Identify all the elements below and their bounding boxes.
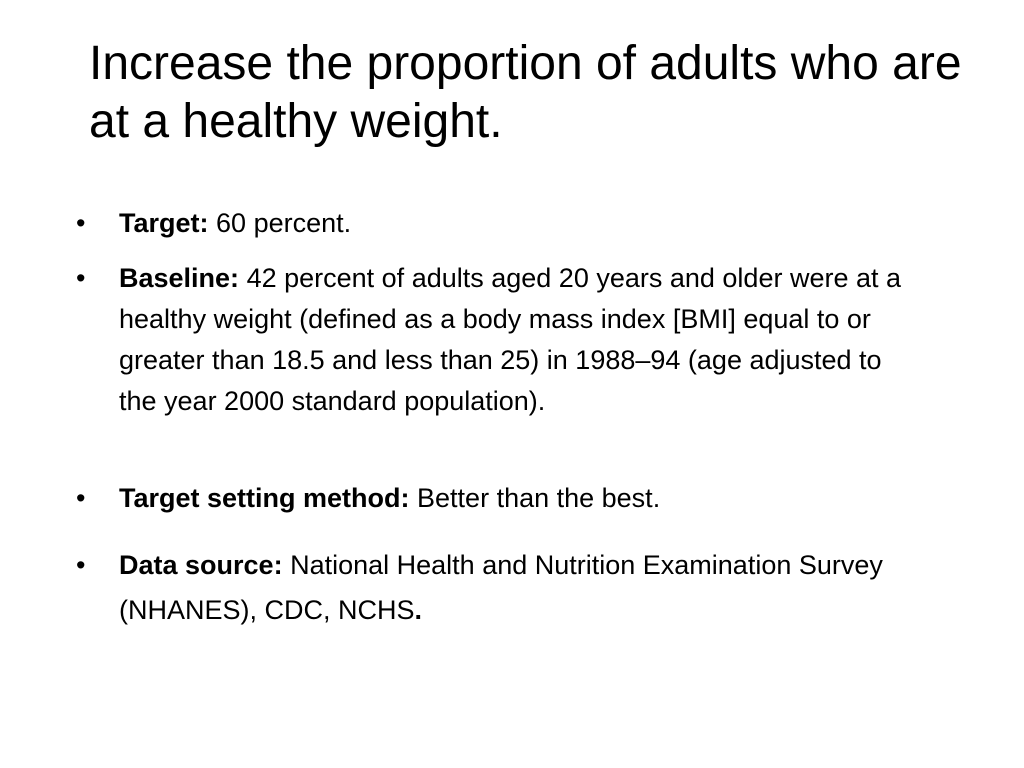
bullet-label: Data source:: [119, 550, 283, 580]
bullet-trailing-period: .: [414, 595, 423, 625]
bullet-target: • Target: 60 percent.: [76, 203, 906, 244]
slide-title: Increase the proportion of adults who ar…: [89, 37, 962, 148]
bullet-text: Baseline: 42 percent of adults aged 20 y…: [119, 258, 906, 422]
bullet-body: Better than the best.: [417, 483, 661, 513]
bullet-text: Target setting method: Better than the b…: [119, 478, 906, 519]
bullet-marker: •: [76, 550, 86, 580]
bullet-marker: •: [76, 208, 86, 238]
bullet-body: 60 percent.: [216, 208, 352, 238]
bullet-body: National Health and Nutrition Examinatio…: [119, 550, 883, 625]
bullet-label: Baseline:: [119, 263, 240, 293]
bullet-data-source: • Data source: National Health and Nutri…: [76, 543, 906, 633]
bullet-marker: •: [76, 483, 86, 513]
bullet-target-setting-method: • Target setting method: Better than the…: [76, 478, 906, 519]
bullet-body: 42 percent of adults aged 20 years and o…: [119, 263, 902, 416]
bullet-text: Data source: National Health and Nutriti…: [119, 543, 906, 633]
bullet-baseline: • Baseline: 42 percent of adults aged 20…: [76, 258, 906, 422]
bullet-text: Target: 60 percent.: [119, 203, 906, 244]
bullet-marker: •: [76, 263, 86, 293]
bullet-label: Target:: [119, 208, 209, 238]
bullet-label: Target setting method:: [119, 483, 410, 513]
